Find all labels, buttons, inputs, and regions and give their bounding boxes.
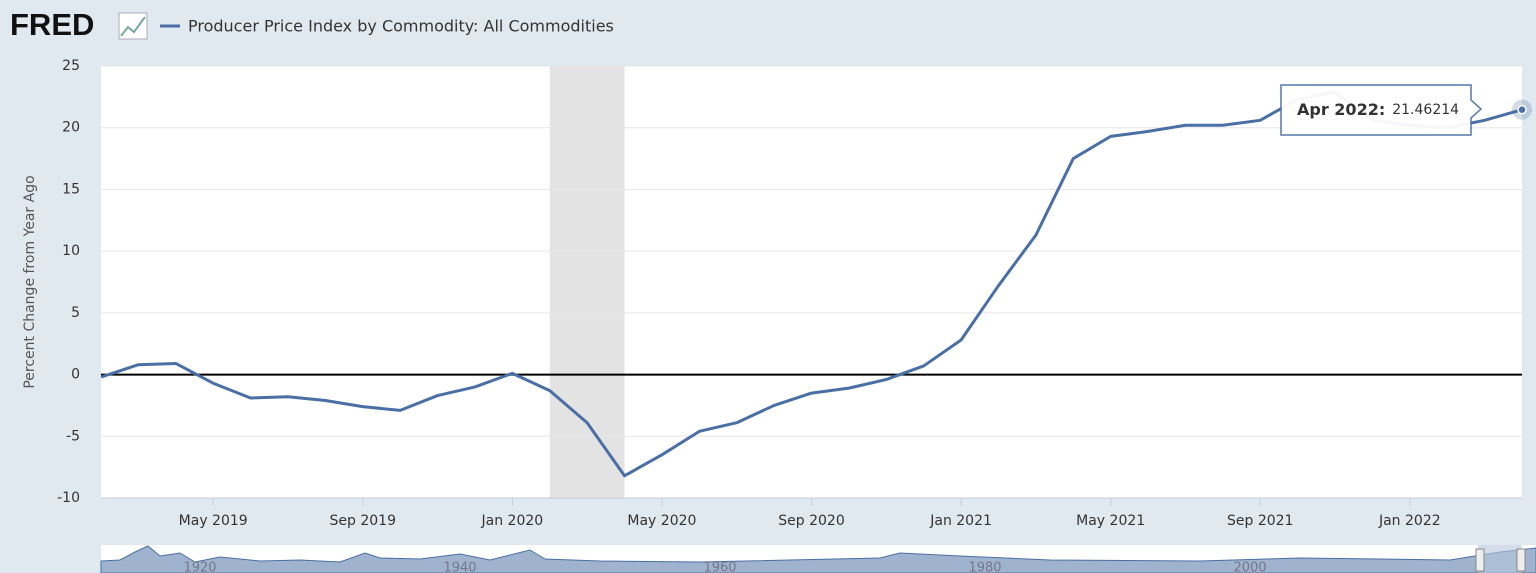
x-tick-label: Sep 2019: [330, 513, 396, 529]
plot-area: [101, 66, 1522, 498]
x-tick-label: May 2020: [627, 513, 696, 529]
x-tick-label: Jan 2020: [481, 513, 544, 529]
y-tick-label: 25: [62, 58, 80, 74]
navigator-label: 1940: [443, 561, 476, 573]
navigator-label: 1960: [703, 561, 736, 573]
y-tick-label: 5: [71, 305, 80, 321]
navigator-label: 1980: [968, 561, 1001, 573]
y-tick-label: 15: [62, 181, 80, 197]
tooltip-value: 21.46214: [1392, 102, 1459, 118]
brand: FRED: [10, 7, 94, 42]
tooltip-box: [1280, 84, 1483, 136]
tooltip-date: Apr 2022:: [1297, 100, 1385, 119]
legend-label: Producer Price Index by Commodity: All C…: [188, 17, 614, 36]
hover-point: [1517, 104, 1527, 115]
brand-icon: [118, 12, 148, 40]
y-tick-label: 20: [62, 120, 80, 136]
y-tick-label: -10: [57, 490, 80, 506]
x-tick-label: Sep 2021: [1227, 513, 1293, 529]
x-tick-label: May 2019: [179, 513, 248, 529]
y-tick-label: 0: [71, 367, 80, 383]
x-tick-label: Sep 2020: [778, 513, 844, 529]
recession-band: [549, 66, 625, 498]
tooltip-text: Apr 2022: 21.46214: [1297, 100, 1459, 119]
x-tick-label: May 2021: [1076, 513, 1145, 529]
y-tick-label: 10: [62, 243, 80, 259]
navigator-label: 1920: [183, 561, 216, 573]
x-tick-label: Jan 2021: [929, 513, 992, 529]
tooltip: Apr 2022: 21.46214: [1280, 84, 1483, 136]
navigator-label: 2000: [1233, 561, 1266, 573]
y-axis-label: Percent Change from Year Ago: [22, 175, 38, 388]
x-tick-label: Jan 2022: [1378, 513, 1441, 529]
y-tick-label: -5: [66, 428, 80, 444]
navigator: 1920 1940 1960 1980 2000: [100, 545, 1536, 573]
